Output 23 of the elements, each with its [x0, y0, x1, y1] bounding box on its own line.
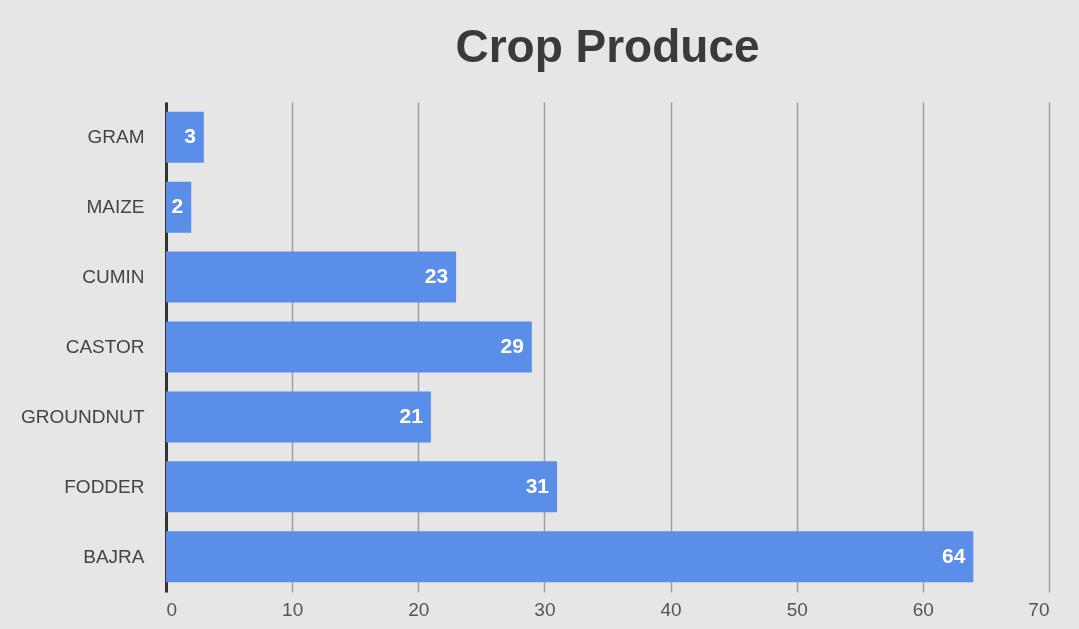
x-tick-label: 40 — [660, 598, 682, 620]
data-label: 2 — [171, 194, 184, 218]
y-tick-label: CUMIN — [82, 266, 145, 288]
y-tick-label: CASTOR — [65, 336, 145, 357]
data-label: 64 — [941, 543, 966, 567]
x-tick-label: 60 — [912, 598, 934, 620]
x-tick-label: 0 — [166, 598, 178, 620]
y-tick-label: MAIZE — [86, 196, 145, 218]
y-tick-label: BAJRA — [83, 545, 145, 567]
y-tick-label: GROUNDNUT — [21, 405, 145, 427]
data-label: 3 — [184, 124, 196, 148]
x-tick-label: 10 — [282, 598, 304, 620]
x-tick-label: 20 — [408, 598, 430, 620]
data-label: 29 — [500, 334, 524, 357]
data-label: 23 — [424, 264, 449, 288]
chart-title: Crop Produce — [455, 20, 760, 72]
data-label: 21 — [399, 403, 424, 427]
data-label: 31 — [525, 473, 550, 497]
y-tick-label: FODDER — [64, 475, 145, 497]
x-tick-label: 70 — [1028, 598, 1050, 620]
x-tick-label: 30 — [534, 598, 556, 620]
x-tick-label: 50 — [786, 598, 808, 620]
y-tick-label: GRAM — [87, 126, 145, 148]
